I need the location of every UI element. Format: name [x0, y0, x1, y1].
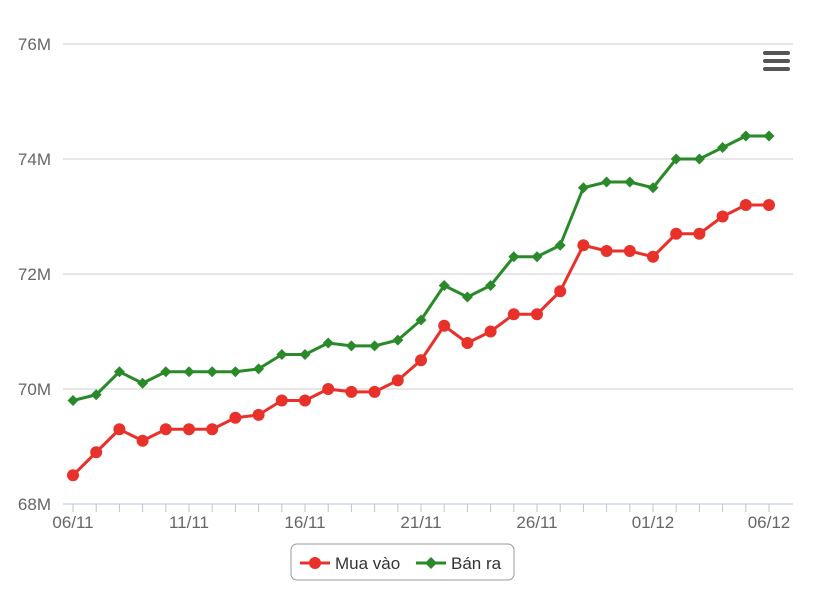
x-tick-label: 06/12: [748, 513, 791, 532]
series-ban-ra: [67, 130, 775, 406]
y-tick-label: 70M: [18, 380, 51, 399]
x-tick-label: 21/11: [400, 513, 441, 532]
y-tick-label: 72M: [18, 265, 51, 284]
data-point-mua-vao[interactable]: [461, 337, 474, 349]
data-point-ban-ra[interactable]: [740, 130, 752, 142]
data-point-mua-vao[interactable]: [600, 245, 613, 257]
legend: Mua vào Bán ra: [290, 543, 515, 581]
data-point-ban-ra[interactable]: [67, 395, 79, 406]
y-tick-label: 74M: [18, 150, 51, 169]
data-point-mua-vao[interactable]: [507, 308, 520, 321]
x-tick-label: 16/11: [284, 513, 325, 532]
data-point-mua-vao[interactable]: [577, 239, 590, 252]
hamburger-menu-icon[interactable]: [757, 48, 793, 78]
data-point-ban-ra[interactable]: [113, 366, 125, 378]
x-axis-labels: 06/11 11/11 16/11 21/11 26/11 01/12 06/12: [52, 513, 790, 532]
data-point-ban-ra[interactable]: [508, 251, 520, 263]
data-point-mua-vao[interactable]: [763, 199, 775, 211]
data-point-ban-ra[interactable]: [253, 363, 265, 375]
data-point-mua-vao[interactable]: [275, 394, 288, 407]
data-point-mua-vao[interactable]: [670, 227, 683, 240]
data-point-mua-vao[interactable]: [183, 423, 195, 436]
data-point-mua-vao[interactable]: [623, 245, 636, 257]
data-point-ban-ra[interactable]: [601, 176, 613, 188]
legend-label-ban-ra: Bán ra: [451, 554, 502, 573]
data-point-mua-vao[interactable]: [739, 199, 752, 211]
data-point-ban-ra[interactable]: [577, 182, 589, 194]
data-point-mua-vao[interactable]: [90, 446, 103, 459]
data-point-ban-ra[interactable]: [485, 280, 497, 291]
data-point-mua-vao[interactable]: [647, 250, 659, 263]
data-point-ban-ra[interactable]: [183, 366, 195, 378]
x-tick-label: 06/11: [52, 513, 93, 532]
data-point-ban-ra[interactable]: [415, 314, 427, 326]
y-tick-label: 68M: [18, 495, 51, 514]
data-point-ban-ra[interactable]: [763, 130, 775, 142]
data-point-mua-vao[interactable]: [415, 354, 427, 367]
data-point-mua-vao[interactable]: [299, 394, 311, 407]
legend-label-mua-vao: Mua vào: [335, 554, 400, 573]
data-point-ban-ra[interactable]: [554, 239, 566, 251]
data-point-ban-ra[interactable]: [461, 291, 473, 303]
data-point-mua-vao[interactable]: [67, 469, 79, 482]
data-point-ban-ra[interactable]: [90, 389, 102, 401]
series-mua-vao: [67, 199, 775, 482]
data-point-ban-ra[interactable]: [717, 142, 729, 153]
data-point-ban-ra[interactable]: [693, 153, 705, 165]
legend-item-ban-ra[interactable]: Bán ra: [416, 554, 502, 573]
data-point-mua-vao[interactable]: [368, 385, 381, 398]
data-point-ban-ra[interactable]: [647, 182, 659, 194]
x-tick-label: 11/11: [169, 513, 209, 532]
data-point-ban-ra[interactable]: [276, 349, 288, 360]
data-point-ban-ra[interactable]: [670, 153, 682, 165]
legend-box: [290, 543, 515, 581]
legend-marker-mua-vao: [309, 557, 321, 569]
data-point-mua-vao[interactable]: [113, 423, 126, 436]
data-point-ban-ra[interactable]: [229, 366, 241, 378]
legend-marker-ban-ra: [425, 557, 437, 569]
series-layer: [67, 130, 775, 482]
data-point-mua-vao[interactable]: [322, 383, 335, 395]
series-line-mua-vao: [71, 203, 771, 477]
data-point-mua-vao[interactable]: [391, 374, 404, 387]
data-point-ban-ra[interactable]: [160, 366, 172, 378]
data-point-ban-ra[interactable]: [624, 176, 636, 188]
data-point-mua-vao[interactable]: [484, 325, 497, 338]
data-point-mua-vao[interactable]: [531, 308, 543, 321]
x-axis: [63, 503, 793, 512]
data-point-ban-ra[interactable]: [369, 340, 381, 352]
data-point-ban-ra[interactable]: [438, 280, 450, 291]
data-point-ban-ra[interactable]: [531, 251, 543, 263]
data-point-mua-vao[interactable]: [159, 423, 172, 436]
data-point-mua-vao[interactable]: [554, 285, 567, 298]
data-point-ban-ra[interactable]: [299, 349, 311, 360]
data-point-ban-ra[interactable]: [322, 337, 334, 349]
data-point-mua-vao[interactable]: [693, 227, 706, 240]
y-axis-labels: 68M 70M 72M 74M 76M: [18, 35, 51, 514]
data-point-ban-ra[interactable]: [137, 377, 149, 389]
legend-item-mua-vao[interactable]: Mua vào: [300, 554, 400, 573]
data-point-ban-ra[interactable]: [345, 340, 357, 352]
data-point-mua-vao[interactable]: [438, 319, 451, 332]
data-point-mua-vao[interactable]: [136, 434, 149, 447]
data-point-mua-vao[interactable]: [229, 411, 242, 424]
data-point-mua-vao[interactable]: [716, 210, 729, 223]
data-point-ban-ra[interactable]: [392, 334, 404, 346]
data-point-mua-vao[interactable]: [252, 408, 265, 421]
data-point-mua-vao[interactable]: [345, 385, 358, 398]
x-tick-label: 26/11: [516, 513, 557, 532]
data-point-ban-ra[interactable]: [206, 366, 218, 378]
grid-lines: [63, 43, 793, 390]
x-tick-label: 01/12: [632, 513, 675, 532]
y-tick-label: 76M: [18, 35, 51, 54]
data-point-mua-vao[interactable]: [206, 423, 219, 436]
